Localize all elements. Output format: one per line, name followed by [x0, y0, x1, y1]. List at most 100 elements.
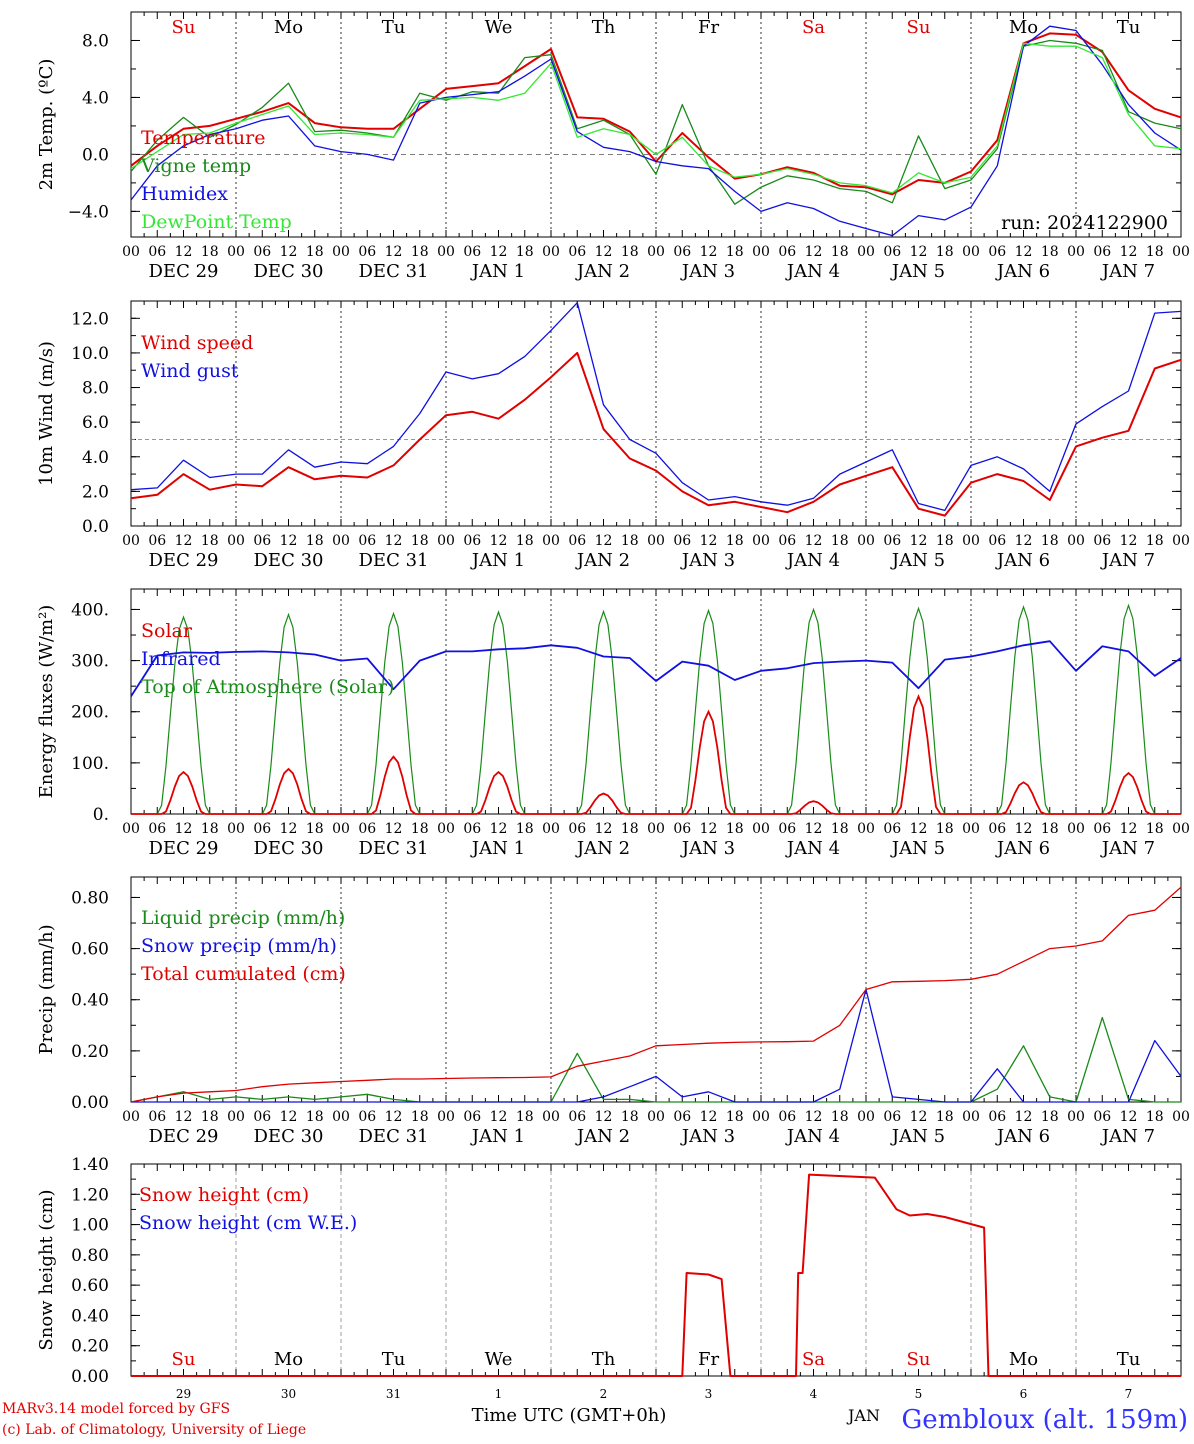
series-solar: [131, 693, 1181, 815]
hour-label: 18: [1041, 821, 1059, 837]
hour-label: 06: [358, 1109, 376, 1125]
panel-snow: 0.00 0.20 0.40 0.60 0.80 1.00 1.20 1.40 Snow hei…: [36, 1155, 1182, 1401]
date-label: JAN 3: [680, 1126, 735, 1147]
hour-label: 12: [280, 1109, 298, 1125]
y-tick-label: 8.0: [82, 379, 109, 399]
hour-label: 18: [1146, 533, 1164, 549]
hour-label: 12: [385, 1109, 403, 1125]
hour-label: 00: [647, 533, 665, 549]
hour-label: 06: [253, 821, 271, 837]
hour-label: 06: [778, 1109, 796, 1125]
legend-entry: Top of Atmosphere (Solar): [141, 676, 394, 698]
hour-label: 12: [490, 533, 508, 549]
hour-label: 18: [1146, 1109, 1164, 1125]
credit-line-2: (c) Lab. of Climatology, University of L…: [2, 1422, 306, 1438]
hour-label: 00: [1172, 1109, 1190, 1125]
hour-label: 12: [280, 244, 298, 260]
hour-label: 18: [936, 1109, 954, 1125]
day-label: Sa: [802, 1349, 825, 1370]
legend-entry: Solar: [141, 620, 193, 642]
hour-label: 06: [463, 821, 481, 837]
hour-label: 12: [910, 821, 928, 837]
date-label: JAN 7: [1100, 261, 1155, 282]
hour-label: 00: [437, 533, 455, 549]
hour-label: 00: [332, 244, 350, 260]
hour-label: 06: [883, 244, 901, 260]
hour-label: 06: [988, 1109, 1006, 1125]
hour-label: 12: [1120, 1109, 1138, 1125]
hour-label: 18: [936, 821, 954, 837]
hour-label: 06: [988, 533, 1006, 549]
legend-entry: Wind speed: [141, 332, 253, 354]
hour-label: 06: [883, 533, 901, 549]
hour-label: 00: [752, 821, 770, 837]
y-axis-title: 10m Wind (m/s): [36, 341, 57, 486]
hour-label: 18: [831, 821, 849, 837]
date-label: 2: [600, 1387, 608, 1401]
hour-label: 18: [831, 244, 849, 260]
day-label: Mo: [1009, 1349, 1038, 1370]
legend-entry: DewPoint Temp: [141, 211, 292, 233]
date-label: 3: [705, 1387, 713, 1401]
hour-label: 18: [621, 533, 639, 549]
date-label: JAN 7: [1100, 550, 1155, 571]
hour-label: 12: [1015, 533, 1033, 549]
date-label: JAN 5: [890, 550, 945, 571]
day-label: Mo: [274, 17, 303, 38]
hour-label: 18: [726, 244, 744, 260]
date-label: DEC 31: [359, 838, 429, 859]
date-label: JAN 2: [575, 838, 630, 859]
hour-label: 12: [490, 1109, 508, 1125]
date-label: JAN 3: [680, 261, 735, 282]
y-tick-label: 200.: [71, 703, 109, 723]
hour-label: 06: [988, 244, 1006, 260]
day-label: We: [485, 1349, 513, 1370]
y-tick-label: 0.40: [71, 1306, 109, 1326]
series-line: [130, 25, 1182, 237]
hour-label: 06: [463, 1109, 481, 1125]
y-tick-label: 300.: [71, 652, 109, 672]
day-label: Sa: [802, 17, 825, 38]
hour-label: 00: [1172, 533, 1190, 549]
date-label: JAN 5: [890, 1126, 945, 1147]
hour-label: 12: [280, 533, 298, 549]
hour-label: 06: [148, 533, 166, 549]
hour-label: 18: [201, 821, 219, 837]
hour-label: 18: [306, 821, 324, 837]
hour-label: 12: [1120, 533, 1138, 549]
y-tick-label: 0.00: [71, 1367, 109, 1387]
series-line: [130, 886, 1182, 1103]
y-tick-label: 4.0: [82, 448, 109, 468]
date-label: DEC 30: [254, 261, 324, 282]
date-label: DEC 31: [359, 1126, 429, 1147]
legend-entry: Liquid precip (mm/h): [141, 907, 345, 929]
hour-label: 18: [936, 533, 954, 549]
date-label: JAN 5: [890, 261, 945, 282]
hour-label: 06: [148, 244, 166, 260]
hour-label: 18: [411, 244, 429, 260]
y-tick-label: 10.0: [71, 344, 109, 364]
hour-label: 12: [700, 244, 718, 260]
y-tick-label: 0.40: [71, 991, 109, 1011]
hour-label: 06: [673, 244, 691, 260]
hour-label: 06: [253, 533, 271, 549]
date-label: JAN 2: [575, 550, 630, 571]
hour-label: 18: [1041, 244, 1059, 260]
day-label: Mo: [274, 1349, 303, 1370]
hour-label: 18: [201, 1109, 219, 1125]
date-label: JAN 4: [785, 838, 840, 859]
credit-line-1: MARv3.14 model forced by GFS: [2, 1401, 230, 1417]
date-label: JAN 4: [785, 261, 840, 282]
hour-label: 06: [568, 821, 586, 837]
legend-entry: Humidex: [141, 183, 228, 205]
day-label: Su: [907, 17, 931, 38]
y-tick-label: 0.60: [71, 1276, 109, 1296]
hour-label: 06: [568, 533, 586, 549]
date-label: JAN 1: [470, 261, 525, 282]
y-tick-label: 400.: [71, 600, 109, 620]
hour-label: 06: [673, 533, 691, 549]
hour-label: 12: [490, 821, 508, 837]
date-label: DEC 30: [254, 550, 324, 571]
day-label: Tu: [382, 17, 406, 38]
